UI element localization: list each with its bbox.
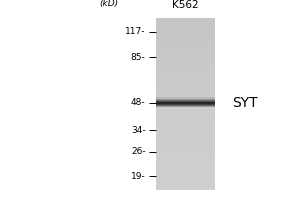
Bar: [156, 100, 215, 102]
Bar: [156, 106, 215, 108]
Bar: [156, 89, 215, 91]
Bar: [156, 63, 215, 65]
Text: 48-: 48-: [131, 98, 146, 107]
Bar: [156, 95, 215, 97]
Bar: [156, 162, 215, 164]
Bar: [156, 59, 215, 61]
Bar: [156, 48, 215, 50]
Bar: [156, 33, 215, 35]
Bar: [156, 175, 215, 177]
Bar: [156, 26, 215, 28]
Bar: [156, 128, 215, 130]
Bar: [156, 141, 215, 143]
Text: (kD): (kD): [99, 0, 119, 8]
Bar: [156, 123, 215, 125]
Bar: [156, 52, 215, 54]
Bar: [156, 102, 215, 104]
Bar: [156, 156, 215, 158]
Bar: [156, 67, 215, 69]
Bar: [156, 125, 215, 128]
Bar: [156, 56, 215, 59]
Bar: [156, 22, 215, 24]
Bar: [156, 97, 215, 100]
Bar: [156, 143, 215, 145]
Bar: [156, 160, 215, 162]
Bar: [156, 164, 215, 166]
Text: 26-: 26-: [131, 147, 146, 156]
Text: SYT: SYT: [232, 96, 258, 110]
Bar: [156, 179, 215, 182]
Bar: [156, 24, 215, 26]
Bar: [156, 166, 215, 169]
Bar: [156, 108, 215, 110]
Bar: [156, 54, 215, 56]
Bar: [156, 41, 215, 44]
Bar: [156, 87, 215, 89]
Bar: [156, 31, 215, 33]
Bar: [156, 74, 215, 76]
Bar: [156, 149, 215, 151]
Text: 19-: 19-: [131, 172, 146, 181]
Bar: [156, 110, 215, 113]
Bar: [156, 177, 215, 179]
Text: K562: K562: [172, 0, 199, 10]
Bar: [156, 91, 215, 93]
Bar: [156, 117, 215, 119]
Bar: [156, 85, 215, 87]
Bar: [156, 61, 215, 63]
Bar: [156, 80, 215, 82]
Bar: [156, 145, 215, 147]
Bar: [156, 50, 215, 52]
Bar: [156, 171, 215, 173]
Bar: [156, 188, 215, 190]
Bar: [156, 28, 215, 31]
Bar: [156, 121, 215, 123]
Bar: [156, 132, 215, 134]
Bar: [156, 158, 215, 160]
Text: 34-: 34-: [131, 126, 146, 135]
Bar: [156, 136, 215, 138]
Bar: [156, 69, 215, 72]
Bar: [156, 20, 215, 22]
Bar: [156, 134, 215, 136]
Bar: [156, 72, 215, 74]
Bar: [156, 65, 215, 67]
Bar: [156, 104, 215, 106]
Bar: [156, 154, 215, 156]
Bar: [156, 182, 215, 184]
Bar: [156, 78, 215, 80]
Bar: [156, 151, 215, 154]
Bar: [156, 147, 215, 149]
Bar: [156, 18, 215, 20]
Bar: [156, 169, 215, 171]
Bar: [156, 37, 215, 39]
Text: 85-: 85-: [131, 53, 146, 62]
Bar: [156, 115, 215, 117]
Bar: [156, 39, 215, 41]
Bar: [156, 44, 215, 46]
Bar: [156, 46, 215, 48]
Bar: [156, 173, 215, 175]
Bar: [156, 119, 215, 121]
Bar: [156, 97, 215, 100]
Bar: [156, 138, 215, 141]
Bar: [156, 184, 215, 186]
Bar: [156, 76, 215, 78]
Bar: [156, 113, 215, 115]
Bar: [156, 82, 215, 85]
Text: 117-: 117-: [125, 27, 146, 36]
Bar: [156, 35, 215, 37]
Bar: [156, 186, 215, 188]
Bar: [156, 93, 215, 95]
Bar: [156, 130, 215, 132]
